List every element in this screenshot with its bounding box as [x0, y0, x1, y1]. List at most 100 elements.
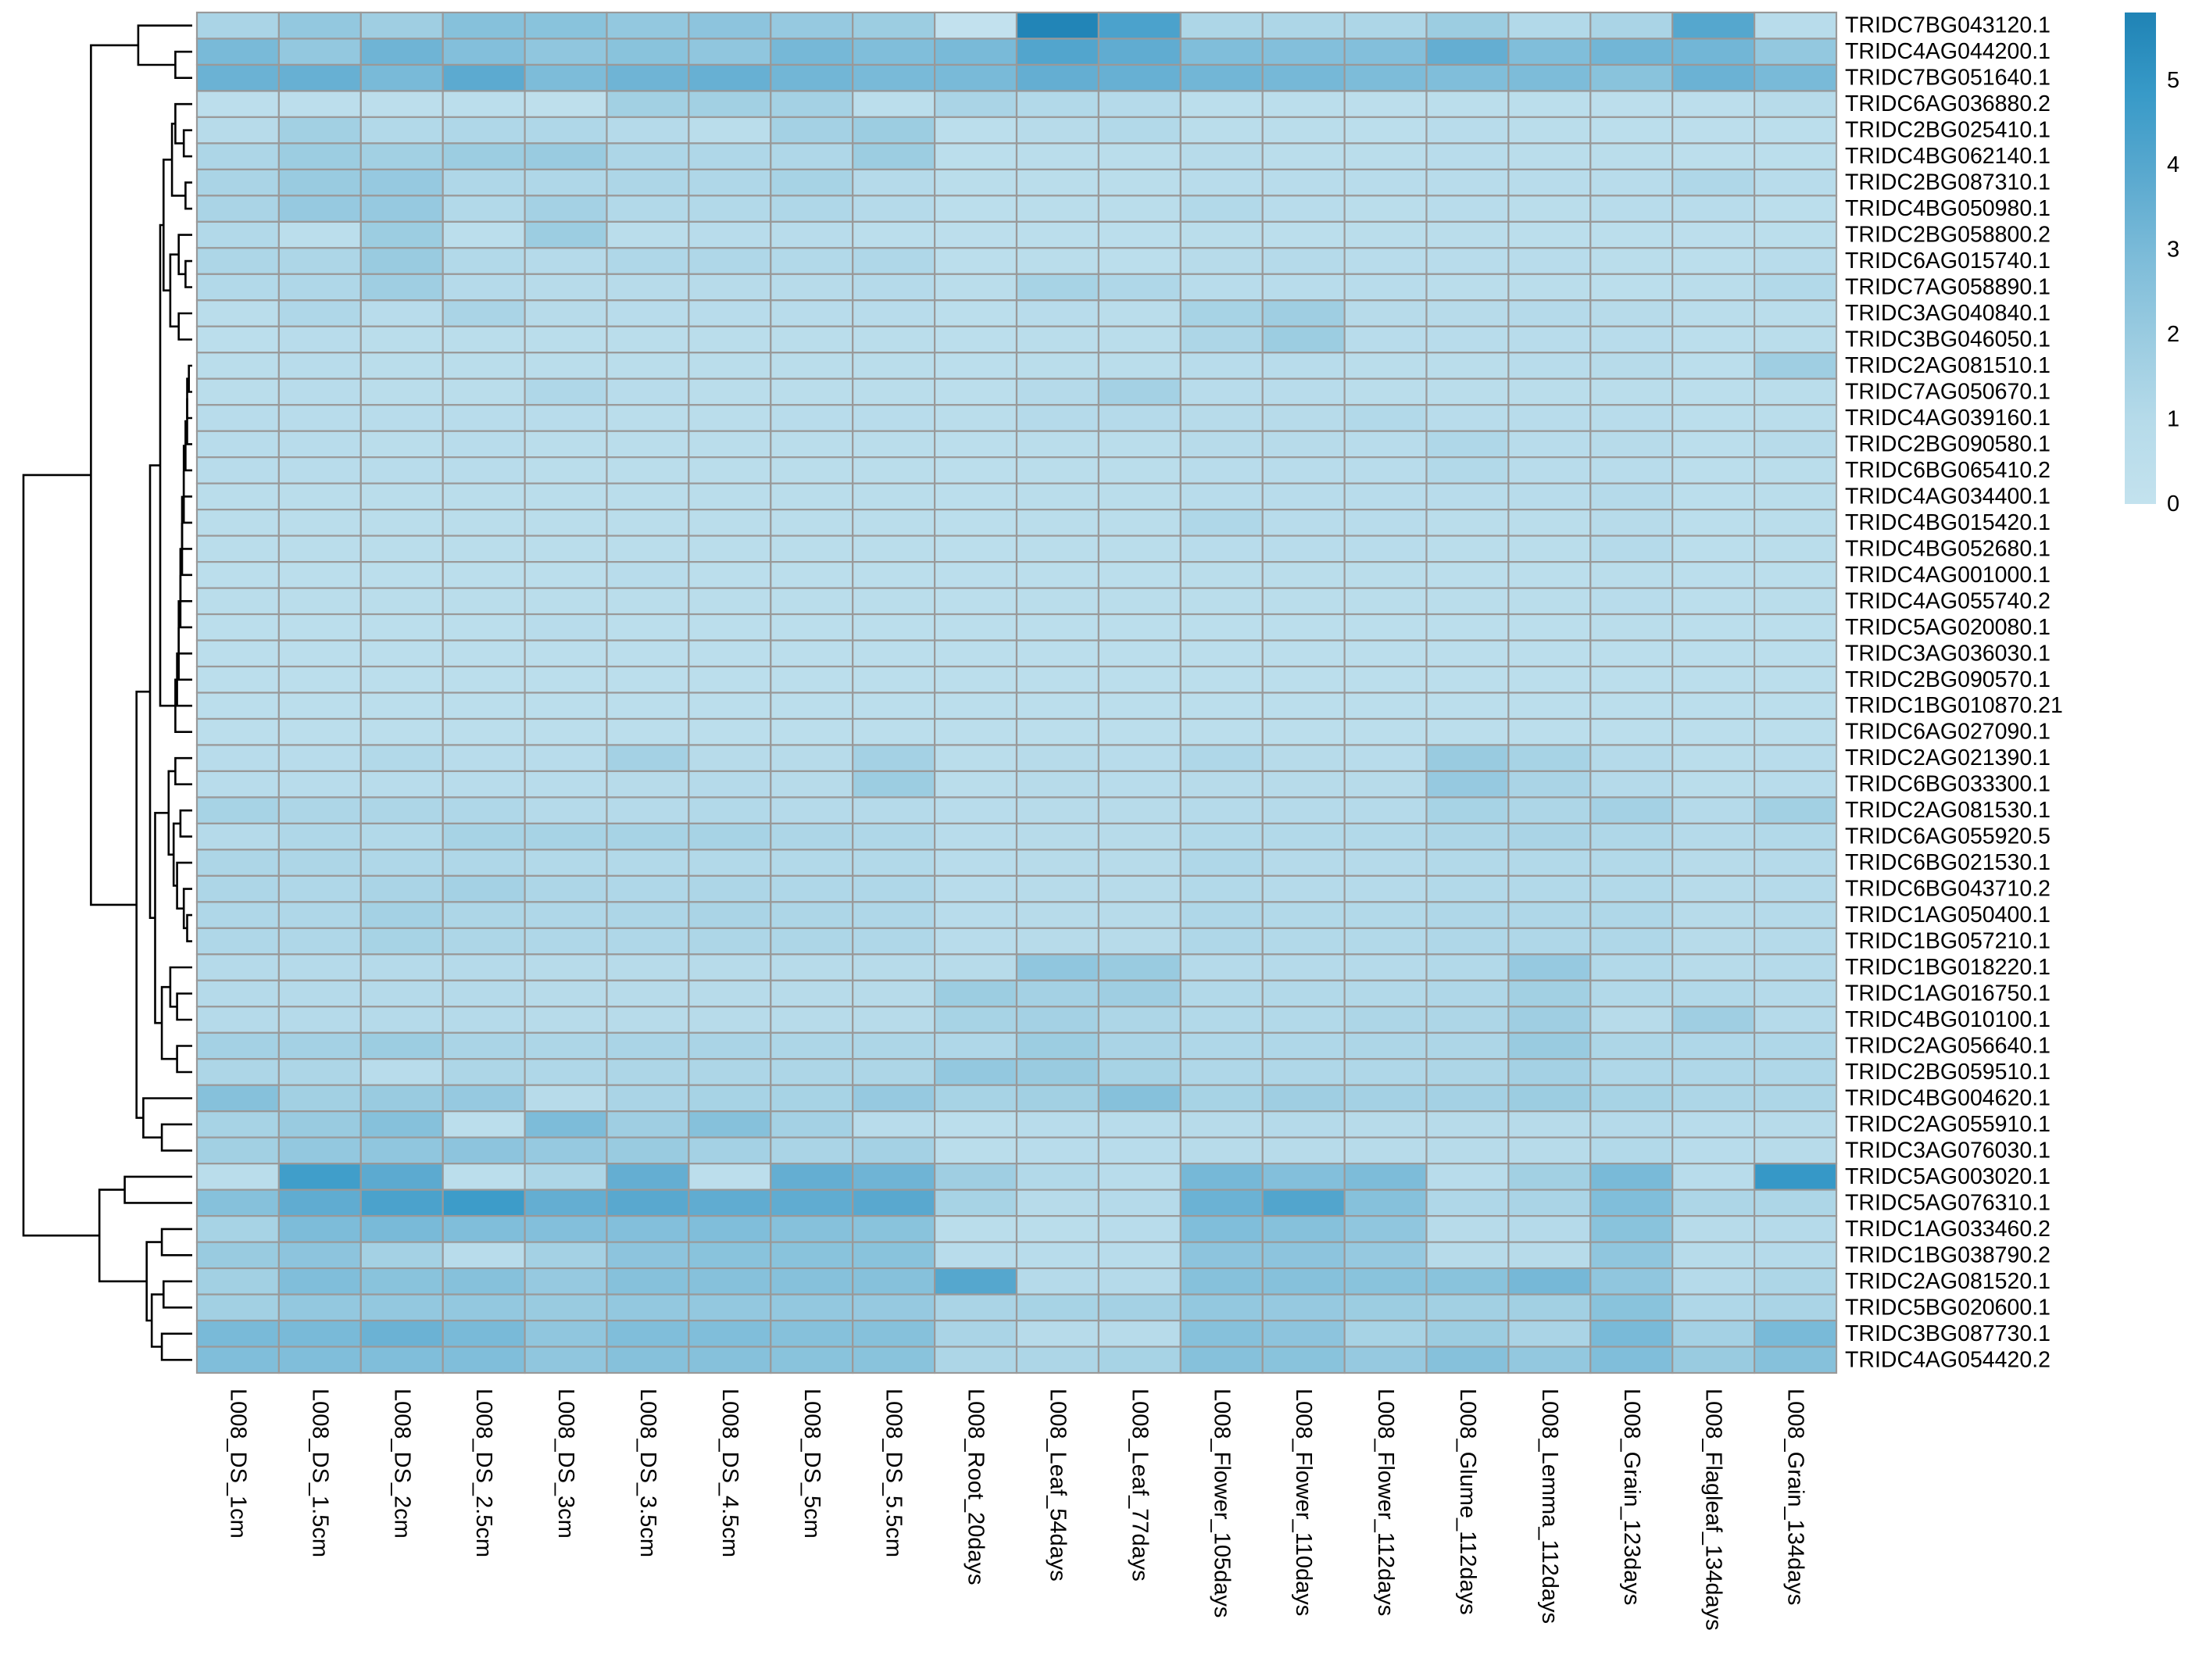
heatmap-cell	[1097, 90, 1182, 119]
heatmap-cell	[688, 509, 772, 537]
heatmap-cell	[442, 1267, 526, 1296]
heatmap-cell	[1671, 874, 1756, 903]
heatmap-cell	[606, 1267, 690, 1296]
heatmap-cell	[1754, 299, 1838, 327]
heatmap-cell	[1015, 430, 1100, 459]
heatmap-cell	[688, 796, 772, 824]
heatmap-cell	[688, 1267, 772, 1296]
heatmap-cell	[606, 979, 690, 1008]
heatmap-cell	[1097, 613, 1182, 642]
heatmap-cell	[688, 1031, 772, 1060]
column-label: L008_DS_1cm	[225, 1389, 250, 1539]
heatmap-cell	[442, 430, 526, 459]
heatmap-cell	[359, 665, 444, 694]
heatmap-cell	[1671, 168, 1756, 197]
heatmap-cell	[1754, 325, 1838, 354]
heatmap-cell	[359, 1189, 444, 1217]
heatmap-cell	[606, 1058, 690, 1086]
heatmap-cell	[277, 116, 362, 145]
heatmap-cell	[606, 874, 690, 903]
heatmap-cell	[1507, 38, 1592, 66]
heatmap-cell	[1179, 1241, 1264, 1270]
heatmap-cell	[1671, 1006, 1756, 1034]
heatmap-cell	[1015, 1031, 1100, 1060]
heatmap-cell	[770, 299, 854, 327]
heatmap-cell	[1261, 613, 1346, 642]
heatmap-cell	[1754, 1136, 1838, 1165]
heatmap-cell	[524, 665, 608, 694]
heatmap-cell	[852, 665, 936, 694]
heatmap-cell	[1015, 901, 1100, 929]
heatmap-cell	[1261, 1058, 1346, 1086]
heatmap-cell	[1425, 1241, 1510, 1270]
column-label: L008_Flagleaf_134days	[1701, 1389, 1726, 1631]
heatmap-cell	[1097, 273, 1182, 302]
heatmap-cell	[852, 195, 936, 223]
heatmap-cell	[852, 1058, 936, 1086]
heatmap-cell	[359, 90, 444, 119]
heatmap-cell	[359, 482, 444, 511]
heatmap-cell	[606, 534, 690, 563]
heatmap-cell	[770, 927, 854, 956]
heatmap-cell	[277, 1006, 362, 1034]
heatmap-cell	[1425, 717, 1510, 746]
heatmap-cell	[524, 90, 608, 119]
heatmap-cell	[933, 220, 1018, 249]
heatmap-cell	[933, 352, 1018, 380]
heatmap-cell	[1179, 1110, 1264, 1138]
row-label: TRIDC6BG033300.1	[1845, 772, 2050, 797]
heatmap-cell	[852, 692, 936, 720]
heatmap-cell	[606, 1293, 690, 1322]
row-label: TRIDC4AG055740.2	[1845, 588, 2050, 613]
heatmap-cell	[1507, 456, 1592, 484]
heatmap-cell	[195, 325, 281, 354]
heatmap-cell	[1179, 874, 1264, 903]
heatmap-cell	[1589, 665, 1674, 694]
heatmap-cell	[1589, 587, 1674, 616]
heatmap-cell	[1507, 352, 1592, 380]
heatmap-cell	[1671, 299, 1756, 327]
row-label: TRIDC4BG004620.1	[1845, 1085, 2050, 1110]
heatmap-cell	[606, 168, 690, 197]
heatmap-cell	[1261, 665, 1346, 694]
column-label: L008_Grain_134days	[1783, 1389, 1808, 1605]
heatmap-cell	[1754, 1031, 1838, 1060]
heatmap-cell	[1589, 377, 1674, 406]
heatmap-cell	[1671, 665, 1756, 694]
heatmap-cell	[277, 1163, 362, 1191]
heatmap-cell	[524, 1293, 608, 1322]
heatmap-cell	[1343, 404, 1428, 432]
heatmap-cell	[606, 1110, 690, 1138]
heatmap-cell	[524, 1189, 608, 1217]
heatmap-cell	[852, 142, 936, 170]
heatmap-cell	[277, 1293, 362, 1322]
heatmap-cell	[1507, 534, 1592, 563]
heatmap-cell	[277, 509, 362, 537]
heatmap-cell	[1754, 1215, 1838, 1243]
heatmap-cell	[442, 1136, 526, 1165]
heatmap-cell	[524, 613, 608, 642]
heatmap-cell	[1261, 849, 1346, 877]
heatmap-cell	[1179, 665, 1264, 694]
heatmap-cell	[1671, 901, 1756, 929]
heatmap-cell	[1589, 273, 1674, 302]
heatmap-cell	[606, 692, 690, 720]
heatmap-cell	[852, 299, 936, 327]
heatmap-cell	[1671, 822, 1756, 851]
heatmap-cell	[524, 927, 608, 956]
heatmap-cell	[852, 1110, 936, 1138]
heatmap-cell	[1261, 247, 1346, 275]
heatmap-cell	[1343, 1267, 1428, 1296]
heatmap-cell	[1097, 1031, 1182, 1060]
heatmap-cell	[1179, 692, 1264, 720]
heatmap-cell	[442, 377, 526, 406]
heatmap-cell	[1097, 874, 1182, 903]
row-label: TRIDC2AG056640.1	[1845, 1033, 2050, 1058]
heatmap-cell	[442, 1319, 526, 1348]
heatmap-cell	[1097, 1136, 1182, 1165]
column-label: L008_Root_20days	[964, 1389, 989, 1585]
heatmap-cell	[359, 220, 444, 249]
heatmap-cell	[770, 142, 854, 170]
heatmap-cell	[442, 1346, 526, 1374]
heatmap-cell	[195, 796, 281, 824]
